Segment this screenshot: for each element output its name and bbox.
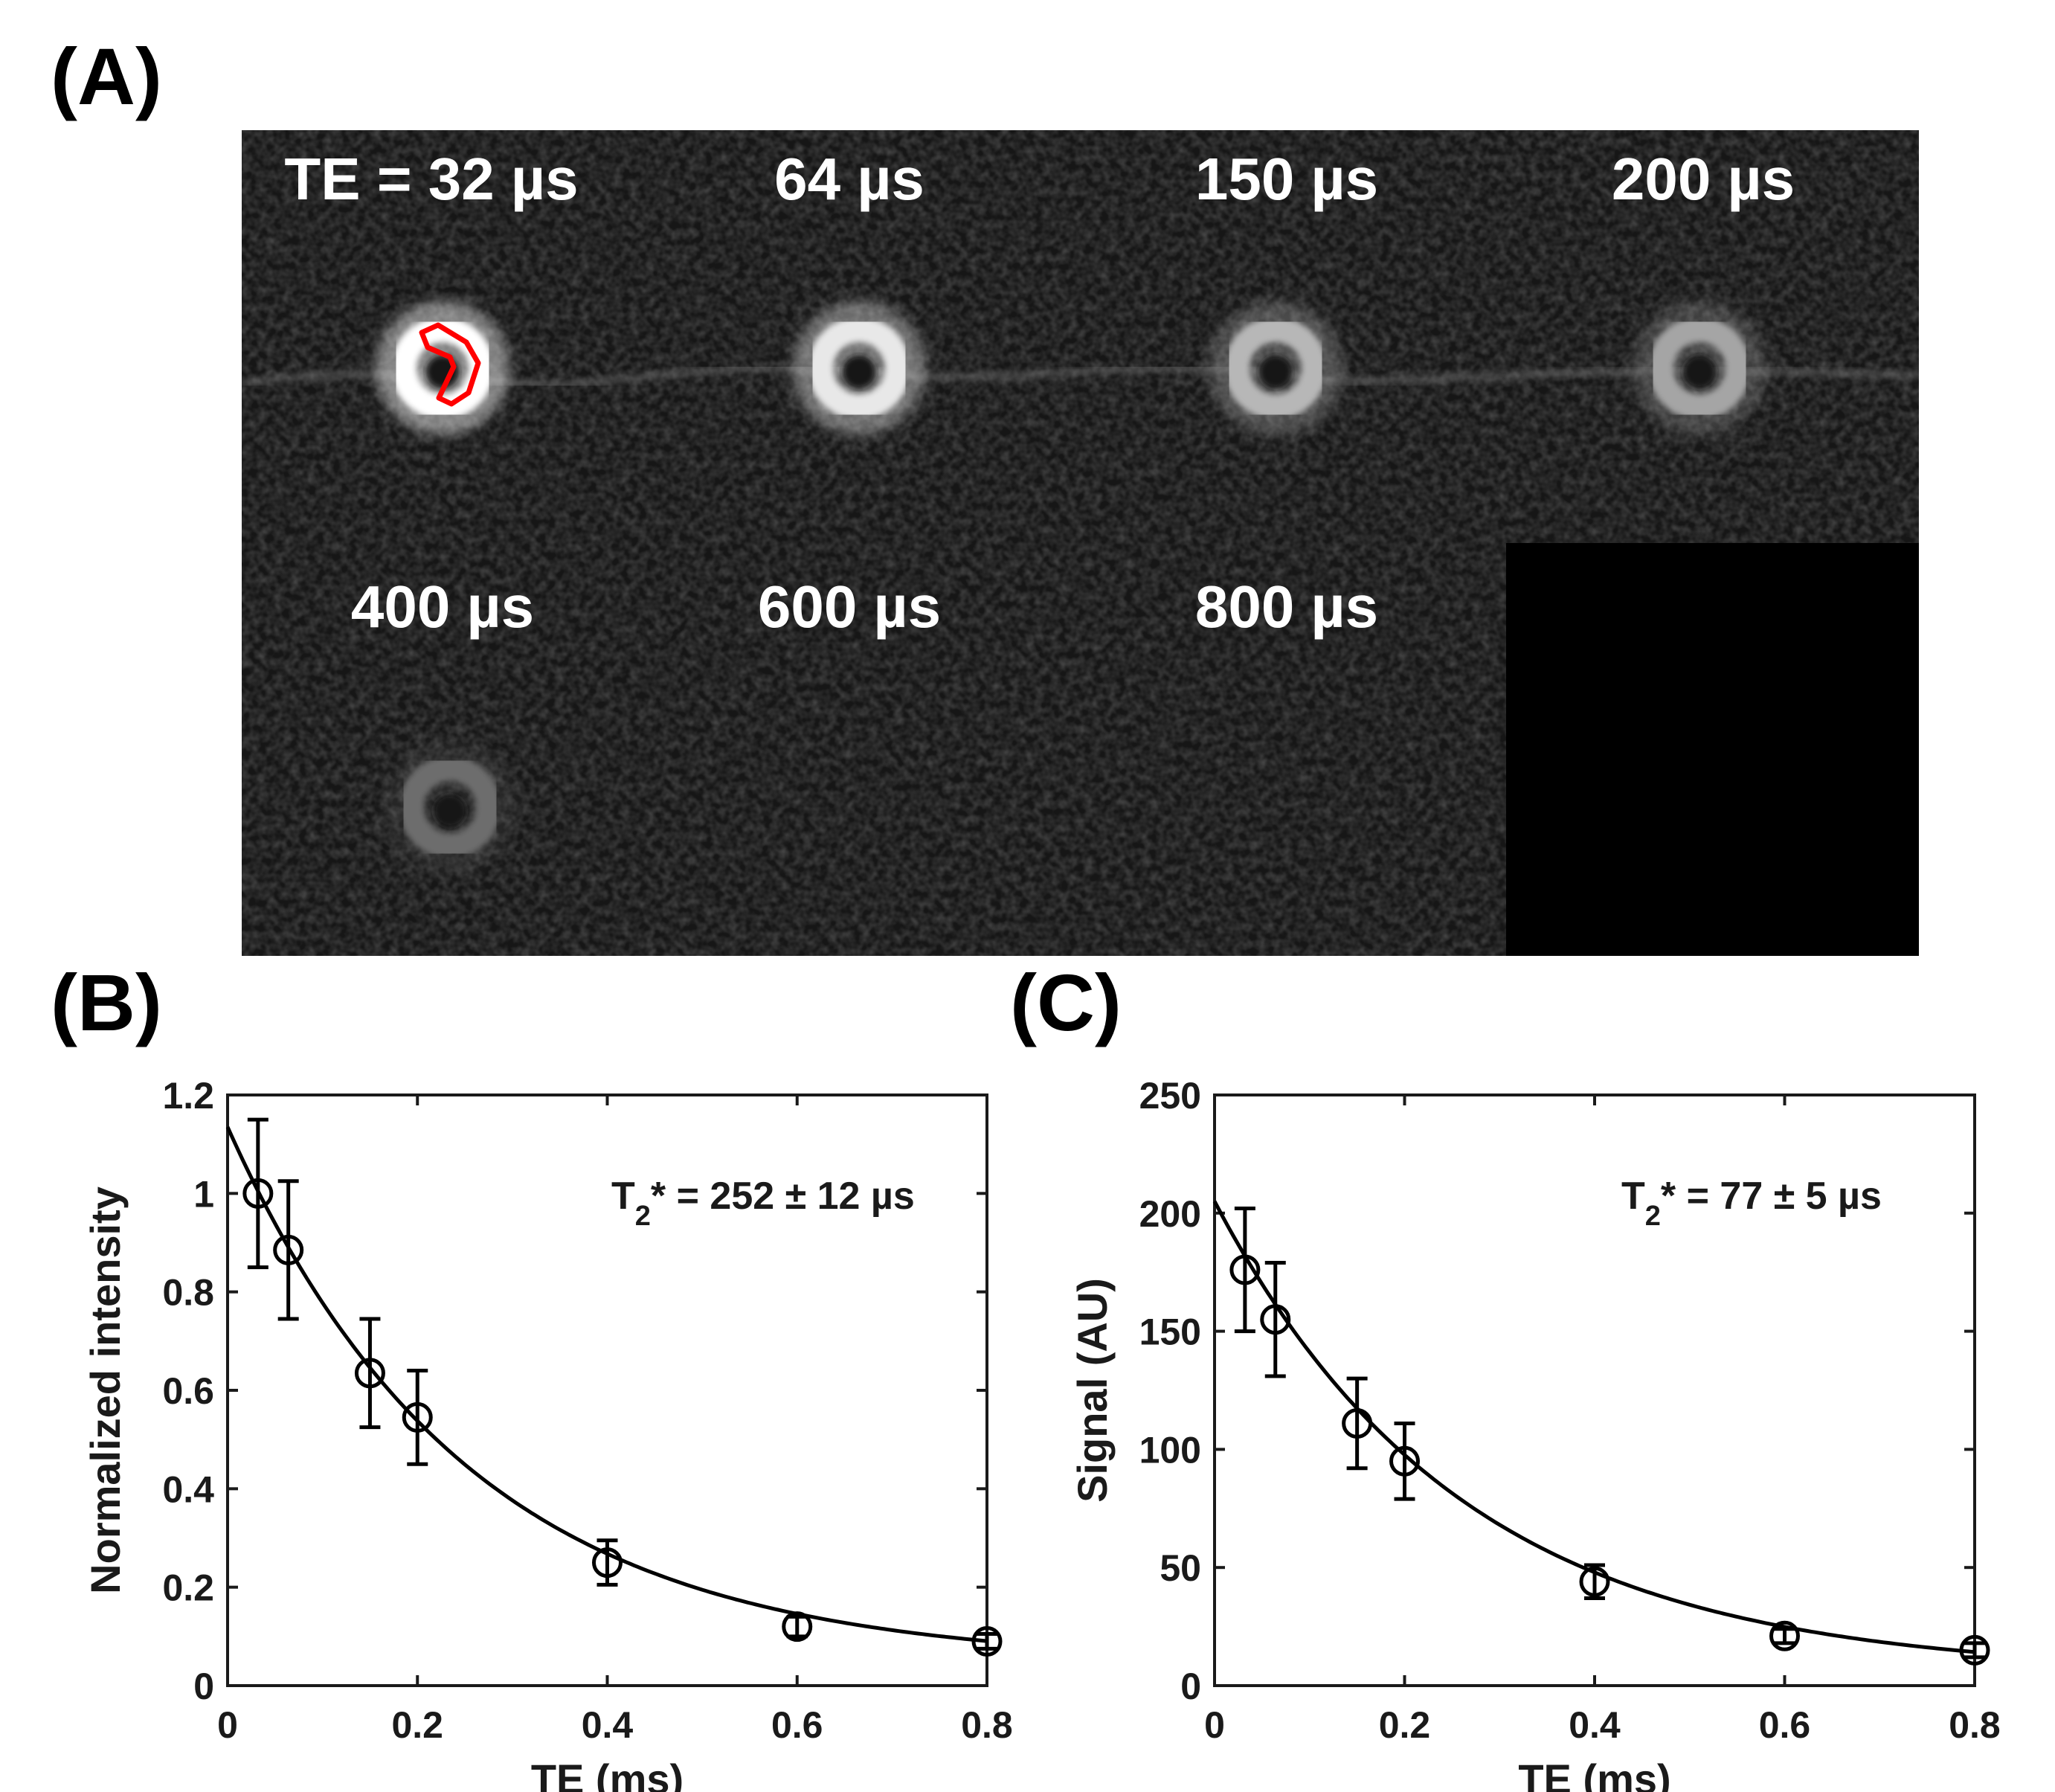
- data-point: [1579, 1566, 1610, 1597]
- x-tick-label: 0: [217, 1704, 238, 1746]
- y-tick-label: 0.6: [162, 1370, 214, 1412]
- te-label: 64 µs: [774, 146, 924, 212]
- te-label: 600 µs: [757, 574, 942, 640]
- x-tick-label: 0.2: [1379, 1704, 1431, 1746]
- panel-a-label: (A): [51, 31, 162, 121]
- fit-curve: [225, 1125, 988, 1643]
- empty-tile: [1506, 543, 1919, 956]
- data-point: [402, 1401, 433, 1433]
- y-tick-label: 0: [193, 1666, 214, 1707]
- y-tick-label: 0.2: [162, 1567, 214, 1609]
- y-tick-label: 100: [1139, 1429, 1201, 1471]
- mri-ring: [399, 756, 501, 858]
- mri-ring: [808, 317, 910, 420]
- data-point: [354, 1358, 385, 1389]
- x-tick-label: 0.8: [1949, 1704, 2001, 1746]
- y-tick-label: 1: [193, 1173, 214, 1215]
- y-tick-label: 0: [1180, 1666, 1201, 1707]
- data-point: [242, 1178, 274, 1209]
- data-point: [1769, 1620, 1800, 1651]
- ring-lumen: [1683, 356, 1716, 388]
- te-label: 400 µs: [350, 574, 535, 640]
- te-label: 200 µs: [1611, 146, 1795, 212]
- te-label: TE = 32 µs: [284, 146, 579, 212]
- data-point: [1959, 1634, 1990, 1666]
- mri-image-canvas: [242, 130, 1919, 956]
- y-tick-label: 50: [1160, 1547, 1201, 1589]
- te-label: 800 µs: [1194, 574, 1379, 640]
- data-point: [971, 1625, 1003, 1657]
- x-axis-label: TE (ms): [531, 1756, 684, 1792]
- plot-frame: [226, 1093, 988, 1687]
- data-point: [1229, 1254, 1261, 1285]
- y-tick-label: 200: [1139, 1193, 1201, 1235]
- roi-outline: [419, 322, 481, 407]
- x-tick-label: 0.6: [771, 1704, 823, 1746]
- x-tick-label: 0: [1204, 1704, 1225, 1746]
- data-point: [1260, 1304, 1291, 1335]
- mri-image-montage: TE = 32 µs 64 µs 150 µs 200 µs 400 µs 600 µs 8…: [242, 130, 1919, 956]
- mri-ring: [1648, 317, 1751, 420]
- x-tick-label: 0.6: [1759, 1704, 1811, 1746]
- fit-curve: [1212, 1200, 1975, 1654]
- y-tick-label: 1.2: [162, 1075, 214, 1117]
- y-tick-label: 0.8: [162, 1272, 214, 1314]
- panel-b-label: (B): [51, 957, 162, 1047]
- y-axis-label: Signal (AU): [1069, 1278, 1116, 1503]
- y-tick-label: 150: [1139, 1311, 1201, 1353]
- y-tick-label: 0.4: [162, 1468, 214, 1510]
- te-label: 150 µs: [1194, 146, 1379, 212]
- y-axis-label: Normalized intensity: [82, 1186, 129, 1594]
- data-point: [782, 1611, 813, 1642]
- panel-c-label: (C): [1010, 957, 1122, 1047]
- data-point: [592, 1547, 623, 1579]
- plot-frame: [1213, 1093, 1976, 1687]
- mri-ring: [1224, 317, 1327, 420]
- y-tick-label: 250: [1139, 1075, 1201, 1117]
- data-point: [1342, 1407, 1373, 1439]
- data-point: [1389, 1445, 1420, 1477]
- x-tick-label: 0.4: [1569, 1704, 1621, 1746]
- ring-lumen: [1259, 356, 1292, 388]
- x-tick-label: 0.8: [961, 1704, 1013, 1746]
- x-tick-label: 0.2: [391, 1704, 443, 1746]
- ring-lumen: [843, 356, 875, 388]
- fit-annotation: T2* = 252 ± 12 µs: [611, 1175, 915, 1232]
- ring-lumen: [434, 794, 466, 827]
- x-axis-label: TE (ms): [1518, 1756, 1670, 1792]
- x-tick-label: 0.4: [582, 1704, 634, 1746]
- data-point: [273, 1234, 304, 1265]
- fit-annotation: T2* = 77 ± 5 µs: [1621, 1175, 1882, 1232]
